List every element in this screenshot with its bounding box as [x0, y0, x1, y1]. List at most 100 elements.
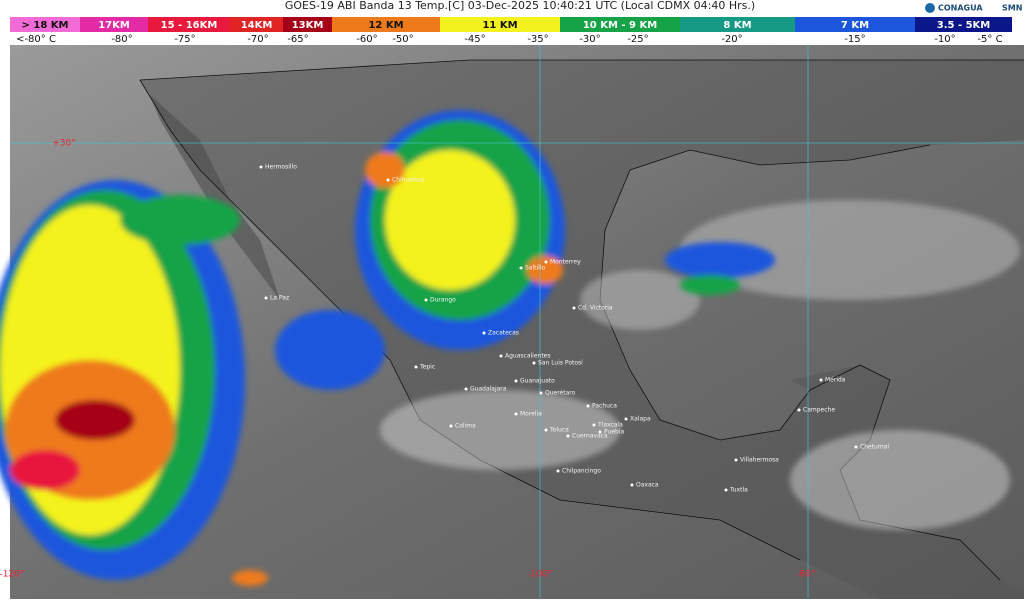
place-label: Mérida	[825, 377, 846, 384]
place-dot	[572, 306, 576, 310]
place-label: Querétaro	[545, 390, 576, 397]
place-dot	[414, 365, 418, 369]
place-dot	[514, 379, 518, 383]
legend-swatch	[332, 17, 440, 32]
legend-swatch	[230, 17, 283, 32]
place-dot	[464, 387, 468, 391]
grid-label: -120°	[0, 570, 24, 580]
logo: CONAGUA	[938, 4, 983, 13]
place-label: Tepic	[419, 364, 435, 371]
legend-label: 13KM	[292, 20, 324, 31]
place-label: Tlaxcala	[597, 422, 623, 429]
place-label: San Luis Potosí	[538, 360, 583, 367]
place-label: Colima	[455, 423, 476, 430]
legend-swatch	[795, 17, 915, 32]
legend-label: 12 KM	[368, 20, 403, 31]
place-label: Villahermosa	[740, 457, 779, 464]
place-dot	[797, 408, 801, 412]
legend-label: 11 KM	[482, 20, 517, 31]
legend-swatch	[283, 17, 332, 32]
legend-label: 14KM	[241, 20, 273, 31]
legend-label: > 18 KM	[22, 20, 69, 31]
temperature-label: -25°	[627, 34, 648, 45]
place-dot	[539, 391, 543, 395]
temperature-label: -35°	[527, 34, 548, 45]
logo: SMN	[1002, 4, 1022, 13]
place-dot	[264, 296, 268, 300]
legend-label: 15 - 16KM	[161, 20, 218, 31]
legend-swatch	[10, 17, 80, 32]
place-dot	[592, 423, 596, 427]
legend-label: 3.5 - 5KM	[937, 20, 991, 31]
place-dot	[532, 361, 536, 365]
place-dot	[734, 458, 738, 462]
place-label: Puebla	[604, 429, 624, 436]
place-label: Guanajuato	[520, 378, 555, 385]
place-dot	[449, 424, 453, 428]
legend-label: 7 KM	[841, 20, 869, 31]
temperature-label: -50°	[392, 34, 413, 45]
legend-swatch	[680, 17, 795, 32]
legend-swatch	[560, 17, 680, 32]
grid-label: +30°	[52, 139, 76, 149]
place-label: Cuernavaca	[572, 433, 608, 440]
place-label: Aguascalientes	[505, 353, 551, 360]
place-dot	[519, 266, 523, 270]
place-label: Guadalajara	[470, 386, 507, 393]
legend-swatch	[148, 17, 230, 32]
place-label: Campeche	[803, 407, 835, 414]
place-dot	[598, 430, 602, 434]
temperature-label: -75°	[174, 34, 195, 45]
place-dot	[544, 260, 548, 264]
place-label: Oaxaca	[636, 482, 659, 489]
place-label: Hermosillo	[265, 164, 297, 171]
logos: CONAGUA SMN	[925, 3, 1022, 13]
place-label: Chihuahua	[392, 177, 425, 184]
place-label: Zacatecas	[488, 330, 519, 337]
temperature-label: -45°	[464, 34, 485, 45]
temperature-label: -20°	[721, 34, 742, 45]
temperature-label: -80°	[111, 34, 132, 45]
place-label: La Paz	[270, 295, 289, 302]
place-dot	[854, 445, 858, 449]
legend-swatch	[440, 17, 560, 32]
place-dot	[624, 417, 628, 421]
place-label: Morelia	[520, 411, 542, 418]
title: GOES-19 ABI Banda 13 Temp.[C] 03-Dec-202…	[285, 0, 755, 12]
temperature-label: -5° C	[977, 34, 1002, 45]
place-dot	[566, 434, 570, 438]
place-label: Xalapa	[630, 416, 651, 423]
temperature-label: -70°	[247, 34, 268, 45]
legend-swatch	[915, 17, 1012, 32]
legend-label: 17KM	[98, 20, 130, 31]
place-label: Monterrey	[550, 259, 581, 266]
place-dot	[724, 488, 728, 492]
temperature-label: -65°	[287, 34, 308, 45]
place-dot	[424, 298, 428, 302]
place-label: Cd. Victoria	[578, 305, 613, 312]
temperature-label: -10°	[934, 34, 955, 45]
place-dot	[482, 331, 486, 335]
place-dot	[499, 354, 503, 358]
grid-label: -100°	[528, 570, 553, 580]
place-dot	[514, 412, 518, 416]
place-dot	[544, 428, 548, 432]
temperature-label: -15°	[844, 34, 865, 45]
place-dot	[819, 378, 823, 382]
grid-label: -80°	[796, 570, 815, 580]
place-label: Chilpancingo	[562, 468, 601, 475]
place-dot	[556, 469, 560, 473]
legend-swatch	[80, 17, 148, 32]
place-dot	[586, 404, 590, 408]
place-label: Saltillo	[525, 265, 546, 272]
place-label: Tuxtla	[729, 487, 748, 494]
temperature-label: -30°	[579, 34, 600, 45]
place-label: Pachuca	[592, 403, 617, 410]
place-label: Durango	[430, 297, 456, 304]
temperature-label: -60°	[356, 34, 377, 45]
place-dot	[630, 483, 634, 487]
place-dot	[386, 178, 390, 182]
place-label: Toluca	[549, 427, 569, 434]
